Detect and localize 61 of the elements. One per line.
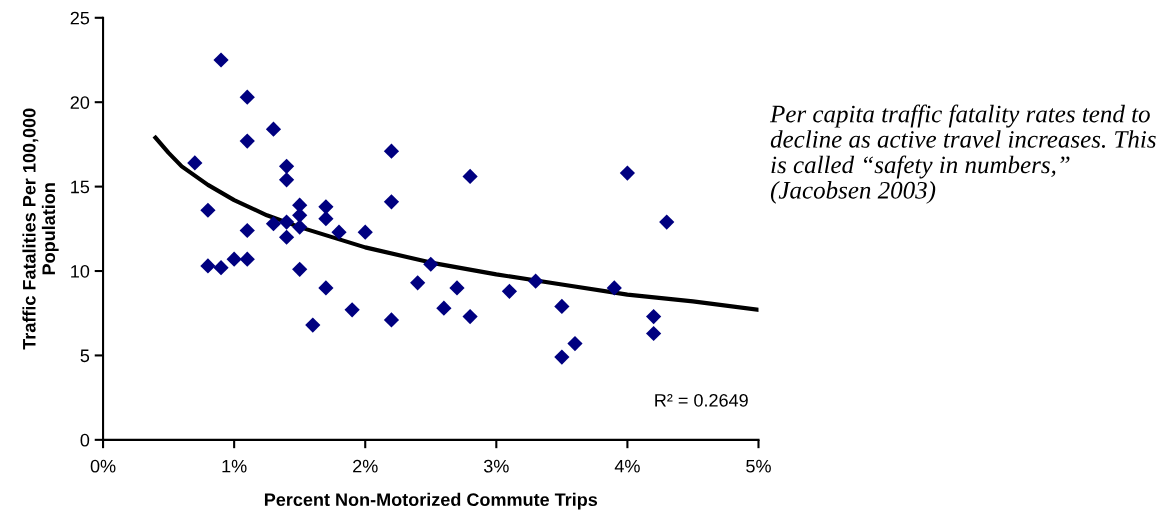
point (239, 222, 255, 239)
point (357, 224, 373, 240)
point (265, 216, 282, 232)
point (554, 298, 570, 315)
point (239, 89, 255, 105)
y-tick-label: 20 (70, 96, 90, 109)
point (344, 302, 360, 318)
point (213, 52, 229, 68)
point (278, 172, 295, 188)
point (278, 229, 295, 245)
y-axis-title: Traffic Fatalities Per 100,000 Population (22, 108, 59, 350)
y-tick-label: 15 (71, 180, 90, 194)
point (305, 317, 321, 333)
point (567, 336, 583, 352)
y-tick-label: 0 (80, 433, 90, 447)
point (331, 224, 347, 240)
point (187, 155, 203, 171)
text: Per capita traffic fatality rates tend to decline as active travel increases. This is called “safety in numbers,” (Jacobsen 2003) (769, 104, 1156, 204)
point (383, 143, 400, 159)
point (462, 168, 478, 185)
point (462, 308, 478, 325)
point (528, 273, 544, 289)
point (239, 133, 255, 149)
point (318, 199, 334, 215)
point (646, 325, 662, 342)
point (318, 280, 334, 296)
y-tick-label: 10 (71, 264, 90, 278)
point (278, 214, 295, 230)
y-tick-label: 25 (70, 11, 90, 25)
point (619, 165, 636, 181)
point (383, 312, 400, 328)
point (292, 261, 308, 277)
point (226, 251, 242, 267)
point (200, 202, 216, 218)
x-tick-label: 5% (746, 459, 771, 473)
point (239, 251, 255, 267)
point (436, 300, 452, 316)
y-tick-label: 5 (80, 349, 90, 363)
point (646, 308, 662, 325)
point (278, 158, 295, 174)
point (213, 260, 229, 276)
point (501, 283, 518, 299)
point (449, 280, 465, 296)
point (265, 121, 282, 137)
point (659, 214, 675, 230)
point (606, 280, 622, 296)
point (292, 219, 308, 235)
point (410, 275, 426, 291)
x-tick-label: 1% (222, 459, 247, 473)
point (554, 349, 570, 365)
x-tick-label: 3% (483, 459, 509, 473)
point (383, 194, 400, 210)
point (318, 211, 334, 227)
x-tick-label: 4% (614, 459, 640, 473)
annotation: R² = 0.2649 (655, 393, 748, 407)
point (423, 256, 439, 272)
x-tick-label: 0% (90, 459, 116, 473)
line-series (153, 135, 759, 312)
point (200, 258, 216, 274)
x-axis-title: Percent Non-Motorized Commute Trips (264, 492, 598, 510)
x-tick-label: 2% (353, 459, 378, 473)
